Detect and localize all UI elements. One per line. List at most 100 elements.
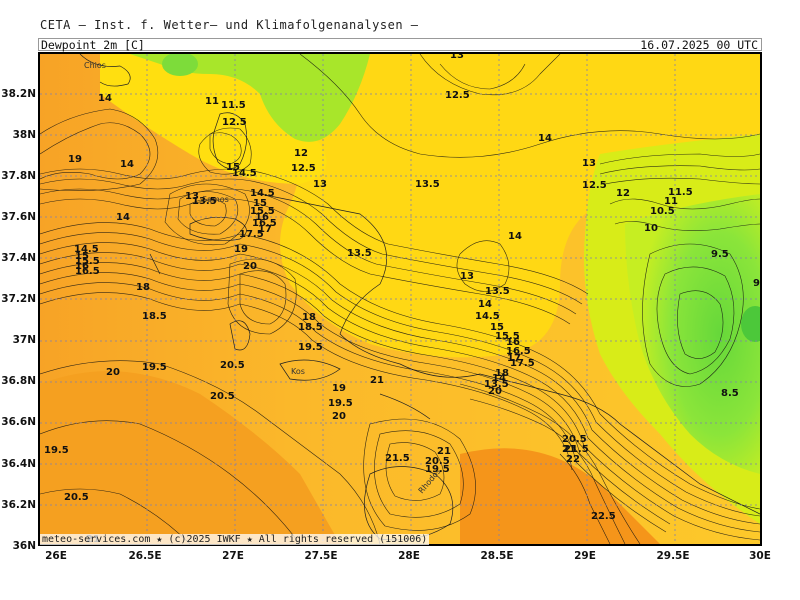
contour-label: 16 xyxy=(506,337,520,348)
contour-label: 12.5 xyxy=(291,163,316,174)
contour-label: 12.5 xyxy=(445,90,470,101)
contour-label: 16 xyxy=(75,261,89,272)
contour-label: 19.5 xyxy=(142,362,167,373)
contour-label: 14 xyxy=(508,231,522,242)
copyright-credit: meteo-services.com ★ (c)2025 IWKF ★ All … xyxy=(40,534,430,545)
lat-label: 37.8N xyxy=(1,170,36,182)
field-green-nw-core xyxy=(162,54,198,76)
contour-label: 18.5 xyxy=(298,322,323,333)
contour-label: 14 xyxy=(120,159,134,170)
contour-label: 11 xyxy=(664,196,678,207)
field-darkgreen-east xyxy=(741,306,760,342)
contour-label: 13 xyxy=(450,54,464,61)
contour-label: 15.5 xyxy=(495,331,520,342)
contour-label: 20.5 xyxy=(210,391,235,402)
product-title: CETA — Inst. f. Wetter— und Klimafolgena… xyxy=(40,18,419,32)
contour-label: 17.5 xyxy=(510,358,535,369)
lat-label: 37.2N xyxy=(1,293,36,305)
lon-label: 27.5E xyxy=(304,550,338,562)
contour-label: 12 xyxy=(294,148,308,159)
field-green-nw xyxy=(130,54,370,142)
field-green-east xyxy=(625,194,760,474)
contour-label: 13.5 xyxy=(485,286,510,297)
contour-label: 18 xyxy=(302,312,316,323)
contour-label: 17 xyxy=(507,353,521,364)
lat-label: 36.4N xyxy=(1,458,36,470)
contour-label: 16.5 xyxy=(75,266,100,277)
valid-time: 16.07.2025 00 UTC xyxy=(640,38,758,52)
lat-label: 37N xyxy=(12,334,36,346)
contour-label: 19.5 xyxy=(44,445,69,456)
contour-label: 21.5 xyxy=(564,444,589,455)
place-label-samos: Samos xyxy=(202,195,229,204)
info-bar: Dewpoint 2m [C] 16.07.2025 00 UTC xyxy=(38,38,762,52)
contour-label: 13.5 xyxy=(415,179,440,190)
contour-label: 22 xyxy=(566,454,580,465)
contour-label: 20 xyxy=(332,411,346,422)
lon-label: 28E xyxy=(398,550,420,562)
dewpoint-map[interactable]: Chios Samos Kos Rhodos 13 12.5 14 11 11.… xyxy=(38,52,762,546)
lat-label: 36N xyxy=(12,540,36,552)
contour-label: 15 xyxy=(253,198,267,209)
contour-label: 15.5 xyxy=(250,206,275,217)
contour-label: 15 xyxy=(226,162,240,173)
lon-label: 28.5E xyxy=(480,550,514,562)
lat-label: 38N xyxy=(12,129,36,141)
contour-label: 14 xyxy=(492,373,506,384)
contour-label: 14 xyxy=(538,133,552,144)
lon-label: 26E xyxy=(45,550,67,562)
contour-label: 13 xyxy=(460,271,474,282)
lat-label: 36.6N xyxy=(1,416,36,428)
contour-value-labels: 13 12.5 14 11 11.5 12.5 14 19 12 12.5 13… xyxy=(44,54,760,544)
contour-label: 11 xyxy=(205,96,219,107)
contour-label: 13.5 xyxy=(484,379,509,390)
graticule xyxy=(40,54,760,544)
field-deep-orange-sw xyxy=(40,371,340,544)
contour-label: 20.5 xyxy=(562,434,587,445)
contour-label: 12.5 xyxy=(582,180,607,191)
contour-label: 20.5 xyxy=(220,360,245,371)
contour-label: 13.5 xyxy=(192,196,217,207)
contour-label: 16 xyxy=(255,212,269,223)
contour-label: 21 xyxy=(437,446,451,457)
lon-label: 30E xyxy=(749,550,771,562)
lat-label: 38.2N xyxy=(1,88,36,100)
place-label-kos: Kos xyxy=(291,367,305,376)
contour-lines xyxy=(40,54,760,544)
contour-label: 16.5 xyxy=(506,346,531,357)
contour-label: 10 xyxy=(644,223,658,234)
contour-label: 14.5 xyxy=(74,244,99,255)
map-canvas: Chios Samos Kos Rhodos 13 12.5 14 11 11.… xyxy=(40,54,760,544)
contour-label: 19.5 xyxy=(328,398,353,409)
field-deep-orange-se xyxy=(460,448,660,544)
place-label-chios: Chios xyxy=(84,61,106,70)
lon-label: 27E xyxy=(222,550,244,562)
contour-label: 19 xyxy=(68,154,82,165)
lat-label: 37.4N xyxy=(1,252,36,264)
contour-label: 20.5 xyxy=(425,456,450,467)
contour-label: 18.5 xyxy=(142,311,167,322)
contour-label: 19 xyxy=(332,383,346,394)
contour-label: 19 xyxy=(234,244,248,255)
contour-label: 8.5 xyxy=(721,388,739,399)
contour-label: 18 xyxy=(136,282,150,293)
contour-label: 21 xyxy=(562,444,576,455)
lon-label: 26.5E xyxy=(128,550,162,562)
contour-label: 13.5 xyxy=(347,248,372,259)
contour-label: 20 xyxy=(488,386,502,397)
contour-label: 20 xyxy=(106,367,120,378)
lat-label: 36.2N xyxy=(1,499,36,511)
contour-label: 14 xyxy=(478,299,492,310)
contour-label: 22.5 xyxy=(591,511,616,522)
contour-label: 15 xyxy=(75,251,89,262)
contour-label: 17 xyxy=(258,224,272,235)
lat-label: 36.8N xyxy=(1,375,36,387)
field-yellow xyxy=(220,54,760,358)
contour-label: 9 xyxy=(753,278,760,289)
contour-label: 12.5 xyxy=(222,117,247,128)
contour-label: 15 xyxy=(490,322,504,333)
contour-label: 14 xyxy=(116,212,130,223)
lat-label: 37.6N xyxy=(1,211,36,223)
contour-label: 20.5 xyxy=(64,492,89,503)
contour-label: 19.5 xyxy=(425,464,450,475)
